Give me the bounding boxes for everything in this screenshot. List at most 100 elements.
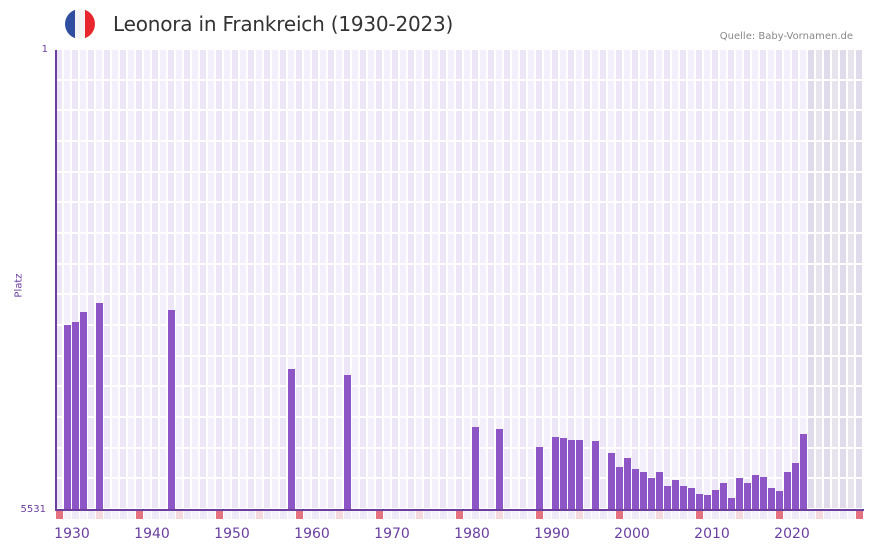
grid-cell: [432, 326, 438, 355]
bar-2000[interactable]: [624, 457, 631, 510]
grid-cell: [416, 203, 422, 232]
year-marker: [88, 511, 95, 519]
bar-1930[interactable]: [64, 325, 71, 510]
bar-1981[interactable]: [472, 426, 479, 510]
grid-cell: [80, 111, 86, 140]
grid-cell: [328, 142, 334, 171]
bar-2004[interactable]: [656, 471, 663, 510]
bar-2001[interactable]: [632, 468, 639, 510]
bar-1994[interactable]: [576, 439, 583, 510]
grid-cell: [752, 80, 758, 110]
grid-cell: [760, 387, 766, 416]
grid-cell: [208, 387, 214, 416]
grid-cell: [584, 295, 590, 324]
grid-cell: [328, 264, 334, 294]
grid-cell: [368, 111, 374, 140]
bar-2005[interactable]: [664, 485, 671, 510]
grid-cell: [648, 50, 654, 79]
grid-cell: [360, 479, 366, 508]
bar-2017[interactable]: [760, 476, 767, 510]
grid-cell: [832, 387, 838, 416]
bar-1991[interactable]: [552, 436, 559, 510]
bar-2018[interactable]: [768, 487, 775, 510]
bar-1999[interactable]: [616, 466, 623, 510]
bar-2011[interactable]: [712, 489, 719, 510]
grid-cell: [64, 295, 70, 324]
bar-2009[interactable]: [696, 493, 703, 510]
bar-2019[interactable]: [776, 490, 783, 510]
bar-2020[interactable]: [784, 471, 791, 510]
grid-cell: [784, 295, 790, 324]
grid-cell: [296, 387, 302, 416]
bar-1996[interactable]: [592, 440, 599, 510]
grid-cell: [552, 203, 558, 232]
bar-2003[interactable]: [648, 477, 655, 510]
grid-cell: [656, 295, 662, 324]
bar-2016[interactable]: [752, 474, 759, 510]
bar-1943[interactable]: [168, 310, 175, 510]
grid-cell: [544, 418, 550, 447]
grid-cell: [88, 142, 94, 171]
year-marker: [264, 511, 271, 519]
grid-cell: [144, 448, 150, 478]
grid-cell: [504, 387, 510, 416]
grid-cell: [176, 203, 182, 232]
bar-1958[interactable]: [288, 369, 295, 510]
grid-cell: [632, 356, 638, 386]
bar-1993[interactable]: [568, 439, 575, 510]
bar-1965[interactable]: [344, 374, 351, 510]
grid-cell: [824, 80, 830, 110]
grid-cell: [688, 142, 694, 171]
grid-cell: [688, 172, 694, 202]
grid-cell: [120, 418, 126, 447]
grid-cell: [408, 418, 414, 447]
bar-2006[interactable]: [672, 479, 679, 510]
grid-cell: [88, 448, 94, 478]
y-axis-label: Platz: [13, 273, 25, 298]
bar-1932[interactable]: [80, 312, 87, 510]
grid-cell: [856, 387, 862, 416]
bar-1989[interactable]: [536, 446, 543, 510]
bar-1931[interactable]: [72, 322, 79, 510]
grid-cell: [520, 172, 526, 202]
grid-cell: [200, 264, 206, 294]
grid-cell: [456, 326, 462, 355]
grid-cell: [352, 448, 358, 478]
grid-cell: [232, 448, 238, 478]
grid-cell: [696, 50, 702, 79]
bar-1998[interactable]: [608, 452, 615, 510]
grid-cell: [344, 172, 350, 202]
bar-2015[interactable]: [744, 482, 751, 510]
bar-1984[interactable]: [496, 428, 503, 510]
bar-2013[interactable]: [728, 497, 735, 510]
grid-cell: [296, 234, 302, 263]
bar-2010[interactable]: [704, 494, 711, 510]
year-marker: [144, 511, 151, 519]
grid-cell: [704, 111, 710, 140]
bar-1934[interactable]: [96, 303, 103, 510]
bar-2021[interactable]: [792, 463, 799, 510]
bar-2007[interactable]: [680, 485, 687, 510]
grid-cell: [592, 418, 598, 447]
grid-cell: [136, 479, 142, 508]
grid-cell: [608, 172, 614, 202]
grid-cell: [320, 234, 326, 263]
bar-2008[interactable]: [688, 487, 695, 510]
grid-cell: [352, 111, 358, 140]
grid-cell: [400, 80, 406, 110]
grid-cell: [640, 172, 646, 202]
bar-2002[interactable]: [640, 471, 647, 510]
bar-2022[interactable]: [800, 433, 807, 510]
grid-cell: [392, 172, 398, 202]
grid-cell: [608, 264, 614, 294]
bar-2012[interactable]: [720, 482, 727, 510]
bar-1992[interactable]: [560, 437, 567, 510]
bar-2014[interactable]: [736, 477, 743, 510]
grid-cell: [416, 50, 422, 79]
grid-cell: [848, 142, 854, 171]
grid-cell: [376, 172, 382, 202]
grid-cell: [168, 80, 174, 110]
source-link[interactable]: Quelle: Baby-Vornamen.de: [719, 31, 853, 42]
grid-cell: [480, 50, 486, 79]
grid-cell: [624, 80, 630, 110]
